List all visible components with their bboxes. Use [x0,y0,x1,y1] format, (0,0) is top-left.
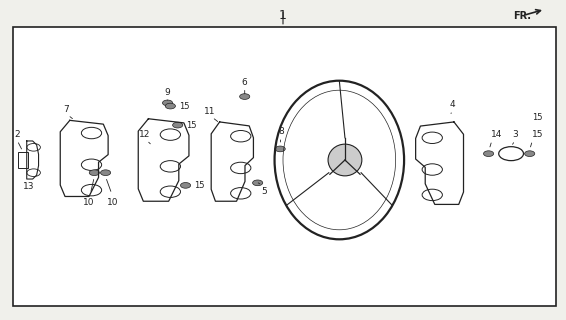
Circle shape [173,122,183,128]
FancyBboxPatch shape [12,27,556,306]
Text: 5: 5 [261,187,267,196]
Text: 15: 15 [179,101,189,111]
Text: 3: 3 [512,130,518,140]
Text: 10: 10 [107,198,119,207]
Text: FR.: FR. [513,11,531,21]
Text: 12: 12 [139,130,151,140]
Text: 7: 7 [63,105,69,114]
Circle shape [252,180,263,186]
Circle shape [162,100,173,106]
Text: 4: 4 [449,100,454,109]
Text: 15: 15 [194,181,204,190]
Circle shape [239,94,250,100]
Circle shape [275,146,285,152]
Text: 13: 13 [23,182,34,191]
Text: 2: 2 [14,130,20,140]
Circle shape [165,103,175,109]
Ellipse shape [328,144,362,176]
Bar [18,152,28,168]
Text: 14: 14 [491,130,503,140]
Text: 15: 15 [533,113,543,122]
Circle shape [525,151,535,156]
Text: 10: 10 [83,198,95,207]
Circle shape [89,170,100,176]
Circle shape [101,170,111,176]
Text: 15: 15 [532,130,543,140]
Text: 15: 15 [186,121,196,130]
Text: 1: 1 [279,9,287,22]
Text: 8: 8 [278,127,284,136]
Text: 9: 9 [165,88,170,97]
Text: 11: 11 [204,107,216,116]
Circle shape [483,151,494,156]
Text: 6: 6 [242,78,247,87]
Circle shape [181,182,191,188]
